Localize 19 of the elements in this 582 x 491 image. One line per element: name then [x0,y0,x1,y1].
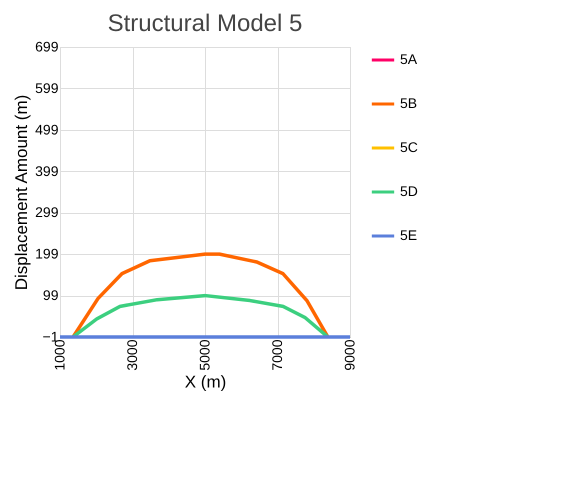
y-tick-label: 299 [35,204,59,220]
x-tick-label: 3000 [124,339,140,371]
legend-label: 5E [400,227,418,243]
y-tick-label: 399 [35,162,59,179]
x-tick-label: 5000 [196,339,212,371]
legend-label: 5C [400,139,418,155]
chart-title: Structural Model 5 [108,10,302,37]
legend-label: 5A [400,51,418,67]
y-tick-label: 99 [42,287,59,304]
y-axis-title: Displacement Amount (m) [12,94,32,290]
y-tick-label: 199 [35,246,59,262]
y-tick-label: 499 [35,121,59,138]
x-axis-title: X (m) [184,372,226,392]
x-tick-label: 9000 [342,339,358,371]
legend-label: 5B [400,95,418,111]
legend-label: 5D [400,183,418,199]
x-tick-label: 7000 [269,339,285,371]
y-tick-label: 599 [35,80,59,96]
y-tick-label: 699 [35,38,59,54]
